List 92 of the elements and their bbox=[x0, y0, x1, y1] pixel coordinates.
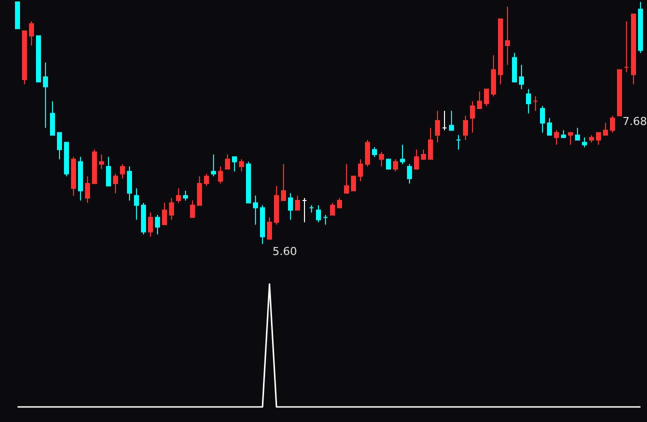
candlestick bbox=[260, 204, 265, 244]
candlestick bbox=[99, 154, 104, 170]
candlestick bbox=[323, 214, 328, 226]
candlestick bbox=[603, 122, 608, 136]
candlestick bbox=[288, 192, 293, 220]
candlestick bbox=[148, 212, 153, 238]
candlestick bbox=[274, 185, 279, 226]
candlestick bbox=[113, 173, 118, 194]
text: 5.60 bbox=[272, 245, 297, 258]
candlestick bbox=[505, 6, 510, 66]
candlestick bbox=[470, 100, 475, 134]
candlestick bbox=[533, 96, 538, 112]
candlestick bbox=[176, 188, 181, 204]
candlestick bbox=[302, 198, 307, 223]
candlestick bbox=[43, 62, 48, 128]
candlestick bbox=[57, 132, 62, 160]
candlestick bbox=[155, 214, 160, 235]
candlestick bbox=[309, 204, 314, 214]
candlestick bbox=[71, 156, 76, 196]
candlestick bbox=[22, 30, 27, 85]
candlestick bbox=[540, 106, 545, 134]
candlestick bbox=[78, 156, 83, 201]
candlestick bbox=[15, 2, 20, 30]
candlestick bbox=[589, 134, 594, 143]
candlestick bbox=[393, 158, 398, 172]
candlestick bbox=[631, 14, 636, 85]
candlestick bbox=[141, 202, 146, 235]
candlestick bbox=[344, 164, 349, 194]
candlestick bbox=[484, 88, 489, 107]
candlestick bbox=[456, 134, 461, 150]
candlestick bbox=[190, 200, 195, 218]
candlestick bbox=[575, 127, 580, 140]
candlestick bbox=[85, 176, 90, 204]
candlestick bbox=[183, 190, 188, 201]
candlestick bbox=[435, 110, 440, 143]
candlestick bbox=[491, 54, 496, 97]
candlestick bbox=[610, 115, 615, 134]
candlestick bbox=[218, 166, 223, 184]
candlestick bbox=[267, 216, 272, 240]
candlestick bbox=[50, 100, 55, 136]
candlestick bbox=[92, 149, 97, 184]
candlestick bbox=[421, 149, 426, 160]
candlestick bbox=[519, 64, 524, 90]
candlestick bbox=[281, 164, 286, 201]
candlestick bbox=[29, 20, 34, 46]
candlestick bbox=[379, 152, 384, 168]
candlestick bbox=[554, 130, 559, 146]
candlestick bbox=[596, 132, 601, 146]
candlestick bbox=[316, 204, 321, 223]
candlestick bbox=[232, 156, 237, 172]
candlestick bbox=[568, 132, 573, 146]
candlestick bbox=[358, 158, 363, 182]
candlestick bbox=[400, 144, 405, 165]
candlestick bbox=[127, 166, 132, 201]
candlestick bbox=[477, 91, 482, 109]
candlestick bbox=[526, 88, 531, 114]
candlestick bbox=[253, 195, 258, 226]
candlestick bbox=[246, 161, 251, 204]
candlestick bbox=[120, 164, 125, 180]
candlestick bbox=[295, 195, 300, 211]
candlestick bbox=[449, 110, 454, 131]
candlestick bbox=[337, 198, 342, 208]
candlestick bbox=[351, 176, 356, 192]
candlestick bbox=[239, 158, 244, 172]
candlestick bbox=[498, 18, 503, 85]
candlestick bbox=[582, 137, 587, 148]
candlestick bbox=[169, 198, 174, 220]
candlestick bbox=[197, 176, 202, 206]
candlestick bbox=[372, 146, 377, 158]
candlestick bbox=[414, 149, 419, 170]
candlestick bbox=[106, 156, 111, 186]
candlestick bbox=[225, 154, 230, 170]
candlestick bbox=[638, 2, 643, 54]
candlestick bbox=[134, 188, 139, 220]
candlestick bbox=[547, 118, 552, 136]
candlestick bbox=[624, 20, 629, 73]
candlestick bbox=[561, 130, 566, 138]
candlestick bbox=[463, 115, 468, 140]
candlestick bbox=[386, 158, 391, 170]
candlestick bbox=[36, 35, 41, 82]
candlestick bbox=[204, 173, 209, 186]
candlestick bbox=[442, 110, 447, 131]
candlestick bbox=[211, 154, 216, 177]
candlestick bbox=[617, 69, 622, 116]
candlestick bbox=[407, 164, 412, 184]
candlestick bbox=[330, 202, 335, 216]
annotation: 7.68 bbox=[622, 115, 647, 128]
candlestick bbox=[64, 142, 69, 177]
candlestick bbox=[428, 127, 433, 160]
candlestick bbox=[512, 52, 517, 82]
candlestick bbox=[365, 139, 370, 168]
candlestick bbox=[162, 202, 167, 226]
